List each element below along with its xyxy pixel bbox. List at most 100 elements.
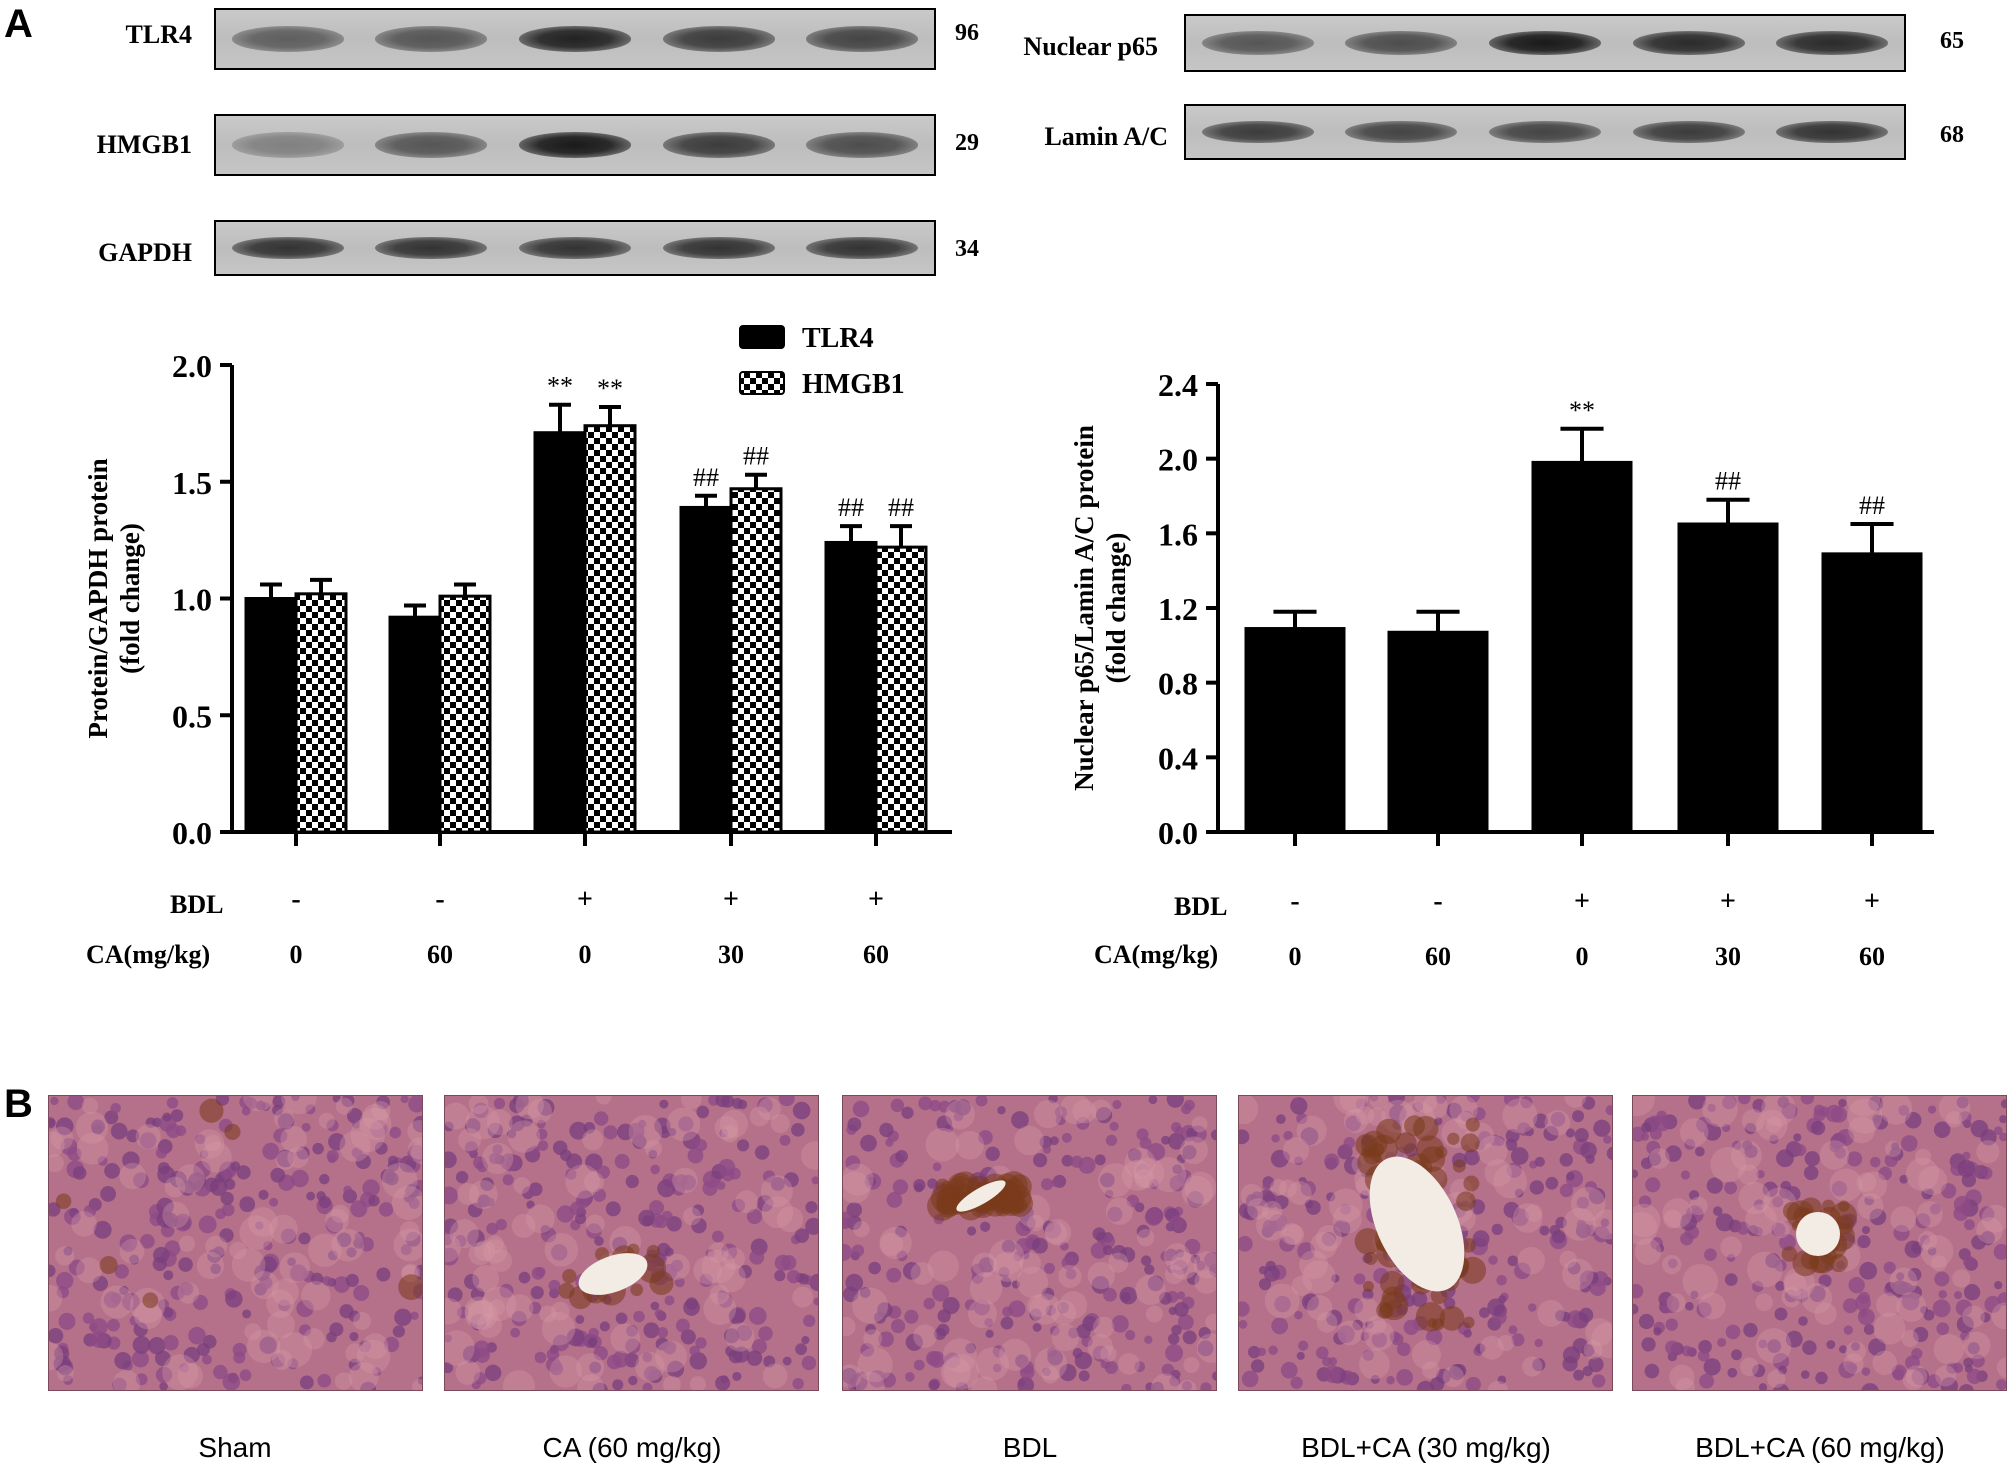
cytoplasm	[467, 1300, 498, 1331]
nucleus	[978, 1257, 995, 1273]
nucleus	[1773, 1383, 1790, 1390]
nucleus	[484, 1364, 502, 1382]
cytoplasm	[445, 1330, 475, 1366]
nucleus	[746, 1350, 763, 1366]
nucleus	[1112, 1100, 1122, 1110]
nucleus	[1328, 1357, 1338, 1366]
nucleus	[1104, 1189, 1114, 1199]
nucleus	[376, 1096, 391, 1110]
cytoplasm	[362, 1103, 388, 1130]
nucleus	[1861, 1383, 1879, 1390]
stain	[1376, 1301, 1393, 1319]
nucleus	[1913, 1326, 1929, 1343]
nucleus	[1562, 1356, 1578, 1372]
cytoplasm	[1872, 1350, 1897, 1376]
cytoplasm	[468, 1096, 489, 1114]
nucleus	[1653, 1327, 1662, 1336]
nucleus	[715, 1375, 731, 1390]
stain	[398, 1274, 422, 1301]
cytoplasm	[1720, 1236, 1742, 1258]
nucleus	[1809, 1285, 1826, 1302]
mw-tlr4: 96	[955, 20, 979, 46]
nucleus	[1994, 1280, 2003, 1290]
bar	[1821, 552, 1923, 834]
nucleus	[1148, 1178, 1160, 1190]
nucleus	[625, 1338, 641, 1354]
mw-gapdh: 34	[955, 236, 979, 262]
cytoplasm	[1634, 1238, 1662, 1265]
nucleus	[50, 1096, 59, 1106]
cytoplasm	[1698, 1292, 1726, 1320]
nucleus	[1333, 1219, 1351, 1237]
nucleus	[1555, 1216, 1567, 1229]
nucleus	[1511, 1333, 1525, 1347]
nucleus	[546, 1348, 560, 1361]
nucleus	[1160, 1251, 1172, 1262]
nucleus	[954, 1099, 971, 1116]
micrograph-bdl-ca60	[1632, 1095, 2007, 1391]
nucleus	[1600, 1218, 1610, 1227]
y-tick-label: 2.4	[1158, 367, 1198, 403]
nucleus	[1001, 1239, 1016, 1254]
nucleus	[1550, 1111, 1566, 1127]
cytoplasm	[231, 1248, 266, 1282]
nucleus	[93, 1220, 112, 1239]
nucleus	[843, 1243, 853, 1261]
nucleus	[156, 1197, 174, 1216]
nucleus	[195, 1134, 206, 1145]
nucleus	[287, 1257, 296, 1267]
nucleus	[1885, 1281, 1896, 1292]
nucleus	[1775, 1281, 1786, 1291]
nucleus	[1868, 1096, 1884, 1111]
nucleus	[859, 1287, 871, 1298]
nucleus	[1593, 1225, 1610, 1243]
nucleus	[1043, 1262, 1055, 1274]
nucleus	[674, 1277, 685, 1288]
cytoplasm	[1773, 1221, 1790, 1239]
nucleus	[1534, 1338, 1543, 1348]
cytoplasm	[1905, 1365, 1928, 1387]
blot-label-tlr4: TLR4	[125, 20, 192, 49]
cytoplasm	[1315, 1224, 1343, 1252]
nucleus	[326, 1119, 339, 1132]
nucleus	[1934, 1271, 1950, 1287]
nucleus	[1186, 1272, 1200, 1285]
cytoplasm	[243, 1096, 274, 1112]
nucleus	[49, 1264, 56, 1278]
nucleus	[140, 1234, 155, 1249]
caption-bdl: BDL	[1002, 1432, 1058, 1463]
cytoplasm	[761, 1196, 794, 1229]
blot-band	[1776, 120, 1889, 144]
bar	[824, 540, 878, 834]
nucleus	[1239, 1319, 1248, 1329]
nucleus	[1200, 1382, 1212, 1390]
nucleus	[642, 1352, 653, 1363]
nucleus	[738, 1264, 752, 1279]
nucleus	[394, 1308, 412, 1327]
nucleus	[354, 1231, 365, 1242]
nucleus	[1239, 1236, 1253, 1252]
nucleus	[1111, 1315, 1129, 1333]
cytoplasm	[1060, 1096, 1091, 1125]
nucleus	[711, 1230, 724, 1243]
cytoplasm	[1479, 1335, 1504, 1360]
blot-band	[662, 132, 775, 158]
nucleus	[1355, 1098, 1368, 1110]
cytoplasm	[205, 1235, 228, 1258]
nucleus	[489, 1152, 501, 1165]
cytoplasm	[325, 1208, 349, 1233]
cytoplasm	[511, 1214, 536, 1238]
nucleus	[114, 1264, 129, 1279]
nucleus	[358, 1340, 372, 1353]
nucleus	[1306, 1200, 1321, 1215]
nucleus	[1144, 1208, 1163, 1226]
nucleus	[198, 1215, 217, 1234]
nucleus	[1891, 1280, 1909, 1298]
nucleus	[119, 1285, 129, 1296]
cytoplasm	[1169, 1251, 1198, 1280]
chart-right: 0.0 0.4 0.8 1.2 1.6 2.0 2.4 ** ## ## Nuclear p65/L…	[1069, 367, 1934, 851]
nucleus	[269, 1197, 279, 1207]
nucleus	[55, 1117, 74, 1136]
panel-a-letter: A	[4, 2, 33, 46]
nucleus	[1081, 1335, 1093, 1348]
